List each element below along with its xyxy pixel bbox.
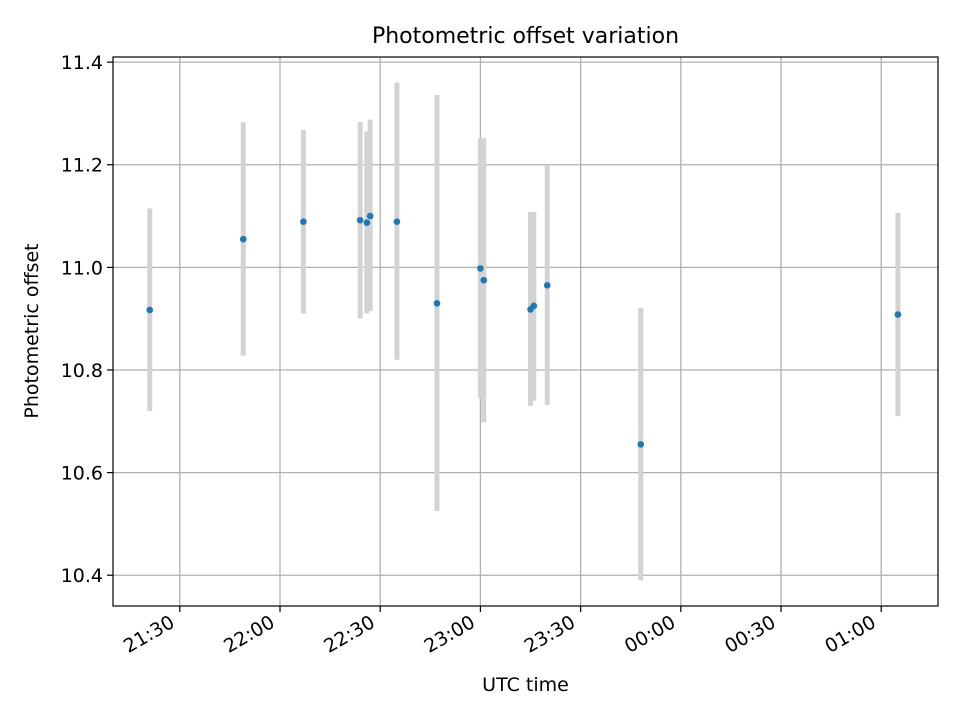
- plot-area-frame: [112, 56, 939, 607]
- data-point: [543, 282, 551, 289]
- data-point: [637, 441, 645, 448]
- y-tick-label: 11.2: [61, 155, 103, 177]
- x-axis-label: UTC time: [482, 674, 569, 696]
- data-point: [530, 302, 538, 310]
- data-point: [356, 216, 364, 224]
- data-point: [393, 218, 401, 225]
- data-point: [477, 265, 484, 272]
- data-point: [480, 276, 488, 284]
- y-tick-label: 10.4: [61, 565, 103, 587]
- y-axis-ticks: 10.4 10.6 10.8 11.0 11.2 11.4: [61, 52, 113, 587]
- y-tick-label: 10.6: [61, 463, 103, 485]
- data-point: [239, 235, 247, 243]
- chart-title: Photometric offset variation: [372, 24, 679, 49]
- y-tick-label: 10.8: [61, 360, 103, 382]
- y-tick-label: 11.4: [61, 52, 103, 74]
- data-point: [146, 306, 154, 314]
- grid-lines: [113, 57, 938, 606]
- data-point: [894, 311, 902, 318]
- data-point: [363, 219, 371, 227]
- data-point: [300, 218, 307, 225]
- data-points: [146, 212, 902, 448]
- y-axis-label: Photometric offset: [21, 243, 43, 418]
- data-point: [433, 299, 441, 307]
- data-point: [366, 212, 374, 220]
- y-tick-label: 11.0: [61, 257, 103, 279]
